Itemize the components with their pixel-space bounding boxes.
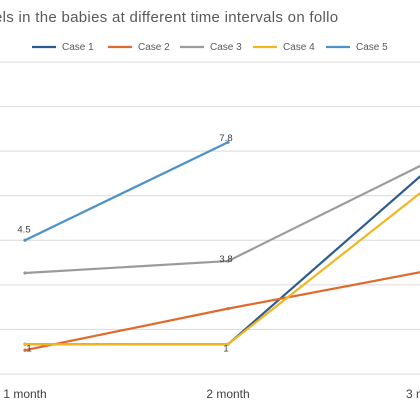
legend: Case 1 Case 2 Case 3 Case 4 Case 5 [32,42,388,53]
legend-item-case-2: Case 2 [108,42,170,53]
legend-item-case-4: Case 4 [253,42,315,53]
data-label: 3.8 [219,254,232,265]
x-tick-label: 1 month [3,387,46,401]
data-point-case-4 [226,342,230,346]
data-label: 4.5 [17,224,30,235]
data-point-case-3 [23,271,27,275]
legend-item-case-1: Case 1 [32,42,94,53]
data-point-case-5 [23,238,27,242]
data-point-case-4 [23,342,27,346]
x-tick-label: 2 month [206,387,249,401]
data-label: 1 [26,343,31,354]
series-line-case-2 [23,271,420,352]
legend-label: Case 3 [210,42,242,53]
gridlines [0,61,420,375]
legend-item-case-3: Case 3 [180,42,242,53]
legend-label: Case 2 [138,42,170,53]
data-point-case-3 [226,259,230,263]
series-line-case-5 [23,141,230,242]
legend-label: Case 4 [283,42,315,53]
legend-label: Case 1 [62,42,94,53]
series-lines [23,140,420,352]
legend-label: Case 5 [356,42,388,53]
data-point-case-2 [226,307,230,311]
chart-title: els in the babies at different time inte… [0,9,338,26]
x-tick-label: 3 m [406,387,420,401]
data-label: 1 [223,343,228,354]
data-point-case-2 [23,348,27,352]
x-axis-ticks: 1 month 2 month 3 m [3,387,420,401]
data-point-case-5 [226,140,230,144]
data-labels: 4.5 7.8 3.8 1 1 [17,133,232,354]
legend-item-case-5: Case 5 [326,42,388,53]
data-label: 7.8 [219,133,232,144]
